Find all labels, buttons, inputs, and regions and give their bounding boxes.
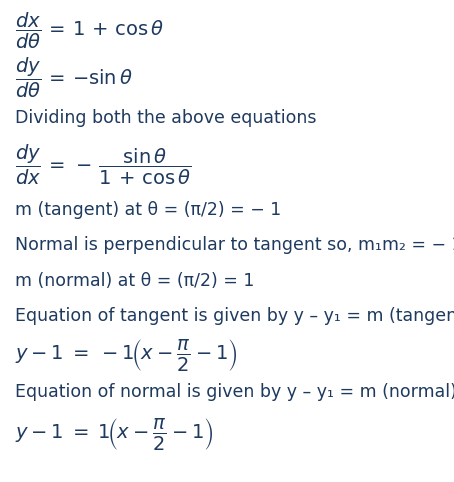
Text: Equation of normal is given by y – y₁ = m (normal) (x – x₁): Equation of normal is given by y – y₁ = … — [15, 383, 454, 402]
Text: $\dfrac{dy}{dx}\, =\, -\,\dfrac{\sin\theta}{1\,+\,\cos\theta}$: $\dfrac{dy}{dx}\, =\, -\,\dfrac{\sin\the… — [15, 143, 191, 187]
Text: $\dfrac{dy}{d\theta}\, =\, {-}\sin\theta$: $\dfrac{dy}{d\theta}\, =\, {-}\sin\theta… — [15, 55, 133, 100]
Text: Dividing both the above equations: Dividing both the above equations — [15, 109, 316, 127]
Text: $y - 1\; =\; 1\!\left(x - \dfrac{\pi}{2} - 1\right)$: $y - 1\; =\; 1\!\left(x - \dfrac{\pi}{2}… — [15, 416, 213, 452]
Text: Normal is perpendicular to tangent so, m₁m₂ = − 1: Normal is perpendicular to tangent so, m… — [15, 237, 454, 254]
Text: m (normal) at θ = (π/2) = 1: m (normal) at θ = (π/2) = 1 — [15, 272, 254, 290]
Text: $\dfrac{dx}{d\theta}\, =\, 1\, +\, \cos\theta$: $\dfrac{dx}{d\theta}\, =\, 1\, +\, \cos\… — [15, 11, 164, 51]
Text: Equation of tangent is given by y – y₁ = m (tangent) (x – x₁): Equation of tangent is given by y – y₁ =… — [15, 307, 454, 325]
Text: m (tangent) at θ = (π/2) = − 1: m (tangent) at θ = (π/2) = − 1 — [15, 201, 281, 219]
Text: $y - 1\; =\; -1\!\left(x - \dfrac{\pi}{2} - 1\right)$: $y - 1\; =\; -1\!\left(x - \dfrac{\pi}{2… — [15, 337, 237, 373]
